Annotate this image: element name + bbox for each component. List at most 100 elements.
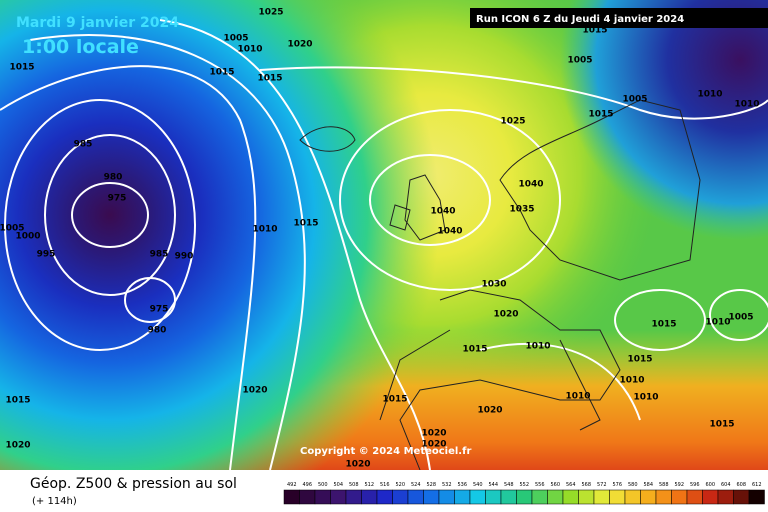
forecast-time: 1:00 locale [22,36,139,58]
isobar-label: 1015 [382,395,407,405]
isobar-label: 1015 [293,219,318,229]
isobar-label: 980 [104,173,123,183]
legend-title: Géop. Z500 & pression au sol [30,476,237,492]
run-info: Run ICON 6 Z du Jeudi 4 janvier 2024 [476,14,684,25]
low-pressure-area [0,0,768,470]
scale-swatch [376,489,393,505]
color-scale: 492 496 500 504 508 512 516 520 524 528 532 536 540 5… [283,482,765,505]
scale-swatch [733,489,750,505]
scale-swatch [299,489,316,505]
isobar-label: 1010 [565,392,590,402]
forecast-date: Mardi 9 janvier 2024 [16,15,179,31]
isobar-label: 1015 [257,74,282,84]
isobar-label: 1020 [477,406,502,416]
isobar-label: 1015 [588,110,613,120]
isobar-label: 1015 [651,320,676,330]
isobar-label: 1005 [0,224,25,234]
isobar-label: 1020 [287,40,312,50]
isobar-label: 975 [150,305,169,315]
scale-swatch [516,489,533,505]
scale-label: 560 [550,482,560,488]
scale-swatch [562,489,579,505]
isobar-label: 1010 [237,45,262,55]
isobar-label: 1015 [209,68,234,78]
scale-label: 584 [643,482,653,488]
isobar-label: 1020 [421,440,446,450]
isobar-label: 1015 [582,26,607,36]
scale-label: 504 [333,482,343,488]
isobars [0,19,768,471]
scale-swatch [531,489,548,505]
scale-swatch [547,489,564,505]
scale-label: 588 [659,482,669,488]
isobar-label: 1020 [5,441,30,451]
scale-label: 604 [721,482,731,488]
scale-label: 572 [597,482,607,488]
scale-swatch [640,489,657,505]
lead-time: (+ 114h) [32,496,77,507]
isobar-label: 1025 [500,117,525,127]
isobar-label: 1000 [15,232,40,242]
isobar-label: 1040 [518,180,543,190]
isobar-label: 1020 [242,386,267,396]
scale-swatch [314,489,331,505]
isobar-label: 1020 [493,310,518,320]
scale-label: 508 [349,482,359,488]
scale-swatch [717,489,734,505]
scale-label: 580 [628,482,638,488]
isobar-label: 980 [148,326,167,336]
scale-label: 536 [457,482,467,488]
scale-swatch [361,489,378,505]
scale-label: 528 [426,482,436,488]
scale-label: 500 [318,482,328,488]
scale-label: 600 [705,482,715,488]
scale-swatch [702,489,719,505]
scale-swatch [609,489,626,505]
scale-swatch [485,489,502,505]
scale-label: 512 [364,482,374,488]
scale-label: 544 [488,482,498,488]
scale-swatch [578,489,595,505]
isobar-label: 1015 [709,420,734,430]
isobar-label: 1010 [697,90,722,100]
isobar-label: 1010 [252,225,277,235]
isobar-label: 1005 [223,34,248,44]
scale-label: 548 [504,482,514,488]
isobar-label: 1015 [5,396,30,406]
scale-label: 612 [752,482,762,488]
run-banner [470,8,768,28]
isobar-label: 990 [175,252,194,262]
isobar-label: 975 [108,194,127,204]
isobar-label: 1015 [627,355,652,365]
scale-swatch [454,489,471,505]
isobar-label: 1010 [734,100,759,110]
scale-swatch [330,489,347,505]
isobar-label: 995 [37,250,56,260]
scale-swatch [686,489,703,505]
isobar-label: 1030 [481,280,506,290]
isobar-label: 1020 [421,429,446,439]
scale-swatch [748,489,765,505]
isobar-label: 1025 [258,8,283,18]
scale-swatch [655,489,672,505]
scale-label: 520 [395,482,405,488]
scale-swatch [345,489,362,505]
scale-label: 596 [690,482,700,488]
isobar-label: 1010 [619,376,644,386]
scale-label: 592 [674,482,684,488]
isobar-label: 1005 [622,95,647,105]
isobar-label: 1020 [345,460,370,470]
scale-label: 608 [736,482,746,488]
isobar-label: 985 [150,250,169,260]
scale-label: 556 [535,482,545,488]
scale-swatch [593,489,610,505]
scale-label: 552 [519,482,529,488]
scale-swatch [423,489,440,505]
isobar-label: 985 [74,140,93,150]
scale-swatch [500,489,517,505]
isobar-label: 1005 [567,56,592,66]
isobar-label: 1040 [430,207,455,217]
isobar-label: 1010 [705,318,730,328]
scale-label: 532 [442,482,452,488]
